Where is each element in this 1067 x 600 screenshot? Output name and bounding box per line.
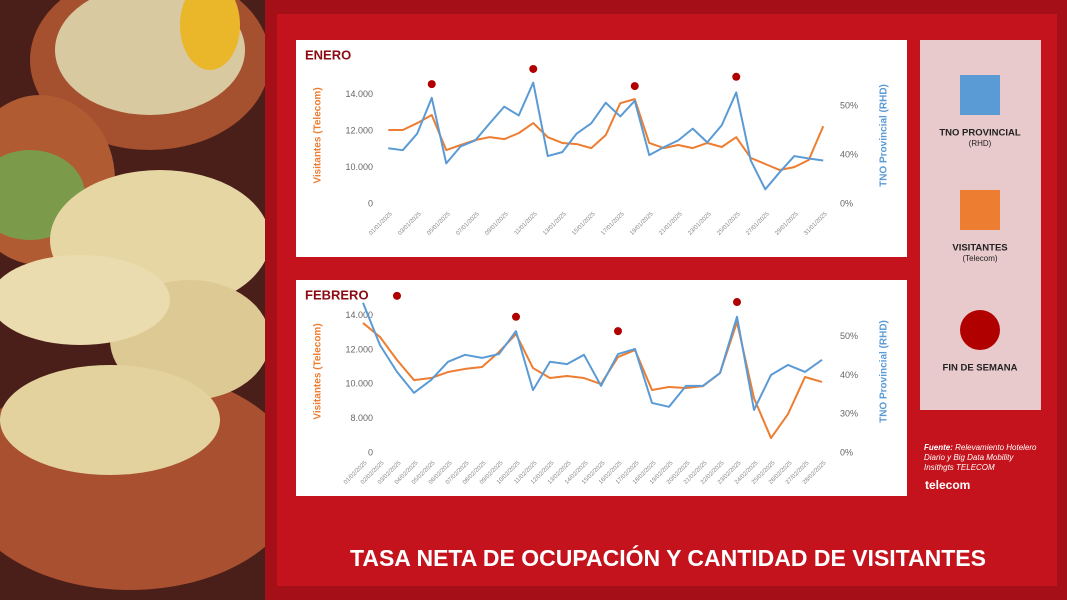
y2-tick-label: 0% [840,198,853,208]
y2-axis-title: TNO Provincial (RHD) [879,84,890,187]
weekend-marker [427,80,436,89]
chart-panel [296,40,907,257]
weekend-marker [732,72,741,81]
legend-swatch [960,75,1000,115]
series-line [362,302,823,411]
y2-tick-label: 40% [840,370,858,380]
corn [180,0,240,70]
y2-tick-label: 0% [840,447,853,457]
y-tick-label: 14.000 [345,89,373,99]
tamal [0,255,170,345]
y-tick-label: 12.000 [345,125,373,135]
slide-title: TASA NETA DE OCUPACIÓN Y CANTIDAD DE VIS… [350,544,986,571]
legend-note: (Telecom) [962,254,997,263]
y2-tick-label: 40% [840,149,858,159]
weekend-marker [630,82,639,91]
tamal [0,365,220,475]
logo: telecom [925,478,970,492]
series-line [388,81,824,191]
y-tick-label: 14.000 [345,310,373,320]
y-tick-label: 12.000 [345,344,373,354]
legend-label: FIN DE SEMANA [943,363,1018,374]
source-label: Fuente: [924,443,953,452]
weekend-marker [614,327,622,336]
weekend-marker [512,312,520,321]
y2-axis-title: TNO Provincial (RHD) [879,320,890,423]
legend-swatch [960,190,1000,230]
y-tick-label: 10.000 [345,379,373,389]
y-tick-label: 0 [368,447,373,457]
weekend-marker [529,64,538,73]
y-axis-title: Visitantes (Telecom) [313,87,324,183]
y2-tick-label: 50% [840,331,858,341]
legend-label: TNO PROVINCIAL [939,128,1020,139]
legend-label: VISITANTES [952,243,1007,254]
y-tick-label: 10.000 [345,162,373,172]
legend-note: (RHD) [969,139,992,148]
y-tick-label: 8.000 [350,413,373,423]
legend-swatch [960,310,1000,350]
y2-tick-label: 30% [840,409,858,419]
chart-panel [296,280,907,496]
source-text: Relevamiento Hotelero Diario y Big Data … [924,443,1037,472]
y-tick-label: 0 [368,198,373,208]
y2-tick-label: 50% [840,101,858,111]
chart-title: ENERO [305,47,351,62]
weekend-marker [733,298,741,307]
y-axis-title: Visitantes (Telecom) [313,323,324,419]
source: Fuente: Relevamiento Hotelero Diario y B… [924,443,1044,473]
weekend-marker [393,291,401,300]
chart-title: FEBRERO [305,287,369,302]
